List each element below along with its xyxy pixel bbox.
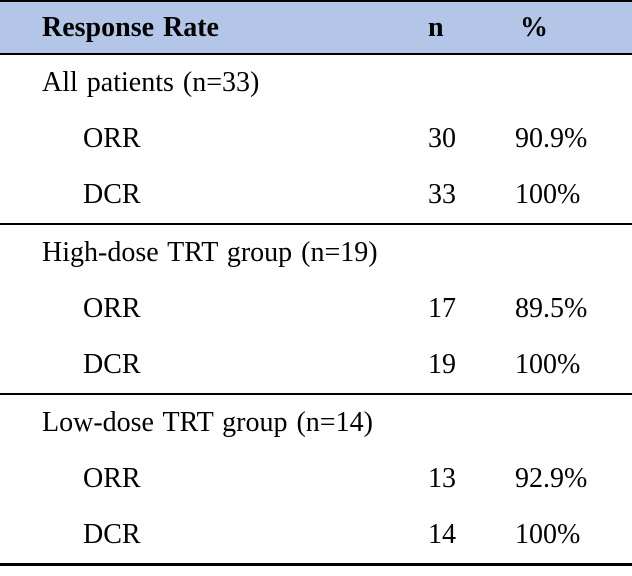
row-n: 13 xyxy=(428,463,456,494)
row-n: 33 xyxy=(428,179,456,210)
row-n: 19 xyxy=(428,349,456,380)
row-label: ORR xyxy=(83,463,141,494)
row-percent: 100% xyxy=(515,519,581,550)
group-label: Low-dose TRT group (n=14) xyxy=(42,407,373,438)
row-label: DCR xyxy=(83,519,141,550)
table-row: DCR 19 100% xyxy=(0,337,632,393)
table-row: DCR 33 100% xyxy=(0,167,632,223)
row-percent: 100% xyxy=(515,349,581,380)
header-response-rate: Response Rate xyxy=(42,11,219,43)
group-row: All patients (n=33) xyxy=(0,55,632,111)
section-low-dose-trt: Low-dose TRT group (n=14) ORR 13 92.9% D… xyxy=(0,395,632,566)
row-label: DCR xyxy=(83,179,141,210)
table-row: ORR 13 92.9% xyxy=(0,451,632,507)
row-n: 14 xyxy=(428,519,456,550)
row-percent: 92.9% xyxy=(515,463,588,494)
row-percent: 89.5% xyxy=(515,293,588,324)
header-percent: % xyxy=(520,11,548,43)
row-label: ORR xyxy=(83,123,141,154)
row-n: 30 xyxy=(428,123,456,154)
group-row: High-dose TRT group (n=19) xyxy=(0,225,632,281)
row-n: 17 xyxy=(428,293,456,324)
row-label: ORR xyxy=(83,293,141,324)
section-high-dose-trt: High-dose TRT group (n=19) ORR 17 89.5% … xyxy=(0,225,632,395)
table-row: ORR 30 90.9% xyxy=(0,111,632,167)
row-percent: 90.9% xyxy=(515,123,588,154)
header-n: n xyxy=(428,11,444,43)
table-row: ORR 17 89.5% xyxy=(0,281,632,337)
section-all-patients: All patients (n=33) ORR 30 90.9% DCR 33 … xyxy=(0,55,632,225)
group-row: Low-dose TRT group (n=14) xyxy=(0,395,632,451)
row-label: DCR xyxy=(83,349,141,380)
table-row: DCR 14 100% xyxy=(0,507,632,563)
group-label: All patients (n=33) xyxy=(42,67,260,98)
row-percent: 100% xyxy=(515,179,581,210)
table-header-row: Response Rate n % xyxy=(0,2,632,55)
group-label: High-dose TRT group (n=19) xyxy=(42,237,378,268)
